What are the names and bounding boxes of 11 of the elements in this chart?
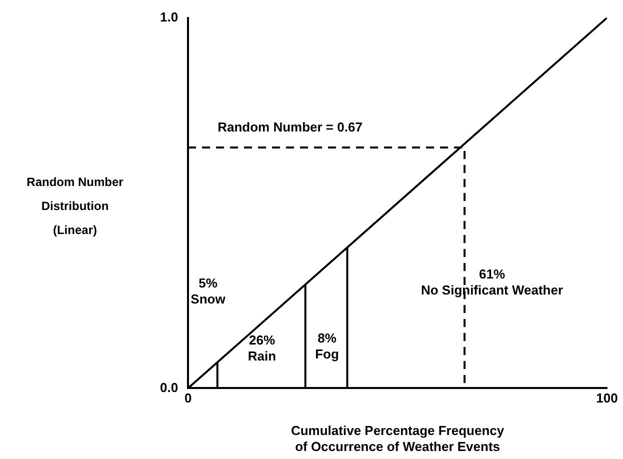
- y-tick-label: 1.0: [160, 9, 178, 24]
- x-axis-title: Cumulative Percentage Frequency of Occurrence of Weather Events: [290, 423, 505, 454]
- x-tick-label: 0: [184, 390, 192, 406]
- annotation: 5% Snow: [190, 276, 226, 307]
- annotation: 61% No Significant Weather: [420, 266, 564, 298]
- annotation: Random Number = 0.67: [218, 120, 362, 135]
- annotation: 26% Rain: [248, 332, 276, 364]
- x-tick-label: 100: [596, 390, 618, 406]
- annotation: 8% Fog: [315, 330, 339, 362]
- y-tick-label: 0.0: [160, 380, 178, 395]
- y-axis-title: Random Number Distribution (Linear): [26, 174, 124, 239]
